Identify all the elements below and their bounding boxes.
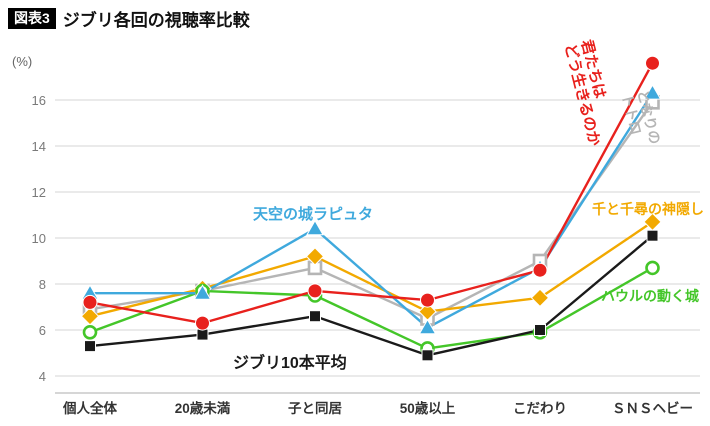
y-tick-label: 10: [32, 231, 46, 246]
series-line-4: [88, 266, 654, 350]
marker-circle-filled: [82, 294, 98, 310]
marker-circle-filled: [645, 55, 660, 71]
y-tick-label: 4: [39, 369, 46, 384]
annotation-laputa: 天空の城ラピュタ: [253, 206, 374, 223]
marker-square-filled: [646, 229, 659, 242]
marker-diamond: [305, 247, 325, 266]
marker-circle-filled: [307, 283, 323, 299]
marker-diamond: [530, 288, 550, 308]
marker-circle-filled: [195, 315, 210, 331]
y-axis-unit-label: (%): [12, 54, 33, 69]
marker-circle-open: [82, 324, 98, 340]
y-tick-label: 16: [32, 93, 46, 108]
x-category-label: 50歳以上: [400, 400, 456, 416]
x-category-label: 子と同居: [288, 401, 342, 416]
marker-triangle: [643, 84, 662, 100]
x-category-label: こだわり: [513, 401, 567, 416]
page-title: ジブリ各回の視聴率比較: [62, 11, 250, 30]
marker-square-filled: [84, 340, 96, 353]
y-tick-label: 12: [32, 185, 46, 200]
x-category-label: ＳＮＳヘビー: [612, 401, 693, 416]
marker-square-filled: [421, 349, 434, 362]
annotation-ghibli-average: ジブリ10本平均: [233, 355, 347, 372]
marker-circle-filled: [532, 262, 548, 278]
series-line-0: [88, 62, 654, 325]
marker-square-filled: [309, 310, 321, 323]
marker-triangle: [418, 318, 437, 335]
y-tick-label: 8: [39, 277, 46, 292]
series-line-1: [88, 91, 654, 329]
figure-badge: 図表3: [8, 7, 56, 30]
marker-triangle: [193, 284, 212, 300]
marker-triangle: [306, 219, 324, 236]
annotation-sen-to-chihiro: 千と千尋の神隠し: [592, 201, 704, 217]
series-line-5: [88, 234, 654, 357]
marker-circle-open: [645, 260, 660, 276]
marker-diamond: [80, 306, 100, 326]
x-category-label: 個人全体: [62, 400, 117, 416]
x-category-label: 20歳未満: [175, 400, 231, 416]
marker-circle-filled: [420, 292, 435, 308]
marker-square-filled: [196, 328, 209, 341]
marker-square-filled: [534, 324, 546, 336]
y-tick-label: 14: [32, 139, 46, 154]
y-tick-label: 6: [39, 323, 46, 338]
annotation-howl: ハウルの動く城: [601, 288, 699, 304]
figure-header: 図表3 ジブリ各回の視聴率比較: [8, 6, 250, 31]
